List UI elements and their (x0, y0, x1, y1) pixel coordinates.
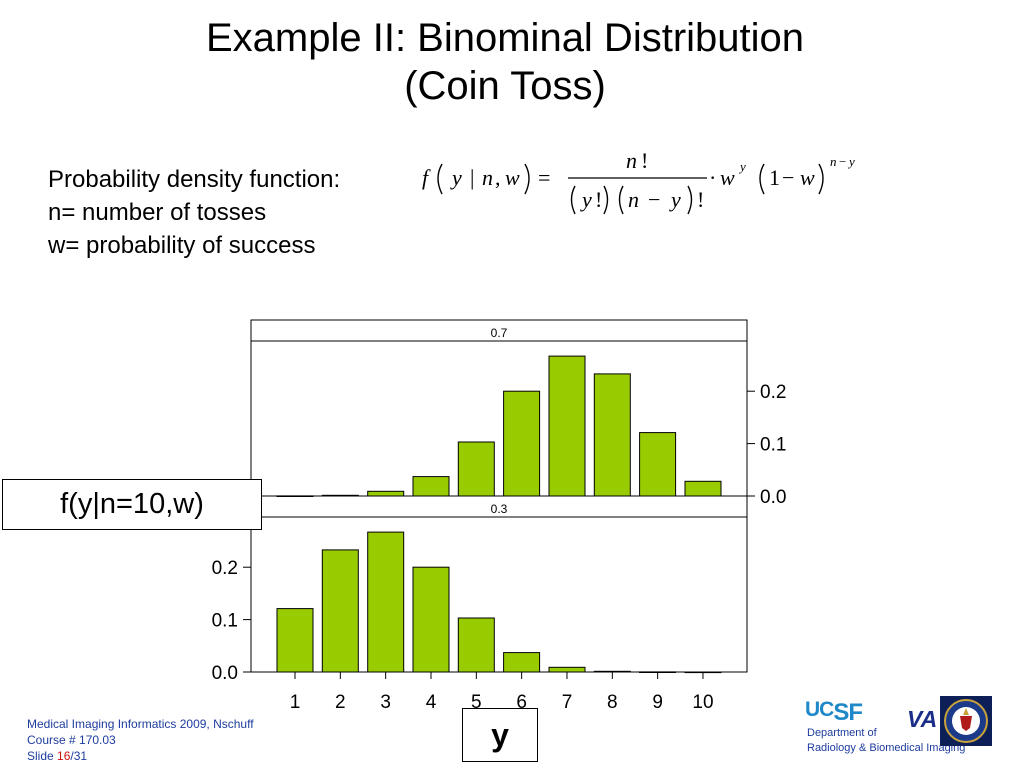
bar-0-8 (593, 373, 631, 497)
bar-1-1 (276, 608, 314, 673)
department-line-1: Department of (807, 727, 877, 739)
panel-bottom-yaxis: 0.0 0.1 0.2 (212, 558, 251, 684)
title-line-1: Example II: Binominal Distribution (205, 16, 805, 60)
formula-n: n (482, 165, 493, 190)
formula-sup-y2: y (847, 154, 855, 169)
formula-minus2: − (782, 165, 794, 190)
bar-0-7 (548, 355, 586, 497)
panel-top: 0.7 0.0 0.1 0.2 (250, 319, 786, 508)
desc-line-1: Probability density function: (48, 166, 341, 193)
xtick-label-4: 4 (426, 692, 437, 713)
panel-top-strip-label: 0.7 (491, 326, 508, 340)
xtick-label-10: 10 (692, 692, 713, 713)
panel-bottom: 0.3 0.0 0.1 0.2 1 2 3 4 5 6 7 8 9 10 (212, 495, 748, 713)
ytick-label-0-2: 0.2 (760, 382, 786, 403)
panel-bottom-bars (276, 531, 722, 674)
department-line-2: Radiology & Biomedical Imaging (807, 742, 966, 754)
footer-slide-prefix: Slide (27, 749, 58, 763)
panel-top-yaxis: 0.0 0.1 0.2 (747, 382, 786, 508)
pdf-formula: f y | n , w = n ! y ! n − y ! · w y 1 − … (418, 138, 878, 228)
formula-den-y: y (580, 187, 592, 212)
bar-1-7 (548, 666, 586, 673)
bar-0-5 (457, 441, 495, 497)
ytick-label-0-1: 0.1 (760, 435, 786, 456)
bar-1-6 (503, 652, 541, 673)
bar-0-4 (412, 476, 450, 497)
bar-1-3 (367, 531, 405, 673)
panel-top-bars (276, 355, 722, 497)
xtick-label-8: 8 (607, 692, 618, 713)
formula-num-fact: ! (641, 148, 648, 173)
formula-den-fact2: ! (697, 187, 704, 212)
formula-w3: w (800, 165, 815, 190)
footer: Medical Imaging Informatics 2009, Nschuf… (27, 716, 254, 764)
ytick-label-1-1: 0.1 (212, 611, 238, 632)
ytick-label-0-0: 0.0 (760, 487, 786, 508)
formula-eq: = (538, 165, 550, 190)
xtick-label-9: 9 (652, 692, 663, 713)
formula-w: w (505, 165, 520, 190)
bar-0-3 (367, 490, 405, 497)
xtick-label-5: 5 (471, 692, 482, 713)
formula-num-n: n (626, 148, 637, 173)
panel-bottom-frame (250, 495, 748, 673)
footer-line-3: Slide 16/31 (27, 748, 254, 764)
description: Probability density function: n= number … (48, 163, 340, 262)
x-axis: 1 2 3 4 5 6 7 8 9 10 (290, 672, 714, 713)
title-line-2: (Coin Toss) (404, 64, 606, 108)
panel-bottom-strip-label: 0.3 (491, 502, 508, 516)
xtick-label-7: 7 (562, 692, 573, 713)
ucsf-logo: UCSF (805, 698, 863, 727)
xtick-label-2: 2 (335, 692, 346, 713)
bar-0-6 (503, 390, 541, 497)
bar-0-9 (639, 432, 677, 497)
va-seal-icon (940, 696, 992, 746)
ytick-label-1-2: 0.2 (212, 558, 238, 579)
footer-slide-total: /31 (70, 749, 88, 763)
formula-comma: , (495, 165, 501, 190)
formula-sup-y: y (738, 159, 746, 174)
formula-w2: w (720, 165, 735, 190)
xtick-label-3: 3 (380, 692, 391, 713)
y-label-box: y (462, 708, 538, 762)
footer-line-1: Medical Imaging Informatics 2009, Nschuf… (27, 717, 254, 731)
formula-den-fact1: ! (595, 187, 602, 212)
desc-line-3: w= probability of success (48, 232, 316, 259)
ucsf-logo-uc: UC (805, 698, 834, 721)
slide-title: Example II: Binominal Distribution (Coin… (0, 14, 1010, 110)
formula-den-minus: − (648, 187, 660, 212)
formula-dot: · (709, 165, 716, 190)
formula-f: f (422, 165, 431, 190)
footer-line-2: Course # 170.03 (27, 733, 116, 747)
xtick-label-1: 1 (290, 692, 301, 713)
desc-line-2: n= number of tosses (48, 199, 267, 226)
ytick-label-1-0: 0.0 (212, 663, 238, 684)
formula-den-n: n (628, 187, 639, 212)
bar-1-4 (412, 566, 450, 673)
bar-0-10 (684, 480, 722, 497)
bar-1-8 (593, 670, 631, 673)
f-label-box: f(y|n=10,w) (2, 479, 262, 530)
formula-one: 1 (769, 165, 780, 190)
formula-den-y2: y (669, 187, 681, 212)
department-label: Department of Radiology & Biomedical Ima… (807, 726, 965, 756)
formula-sup-n: n (830, 154, 837, 169)
formula-bar: | (470, 165, 474, 190)
bar-1-2 (321, 549, 359, 673)
formula-sup-minus: − (839, 154, 846, 169)
footer-slide-number: 16 (57, 749, 71, 763)
bar-1-5 (457, 617, 495, 673)
formula-y: y (450, 165, 462, 190)
va-logo: VA (907, 706, 938, 732)
xtick-label-6: 6 (516, 692, 527, 713)
ucsf-logo-sf: SF (833, 699, 863, 726)
